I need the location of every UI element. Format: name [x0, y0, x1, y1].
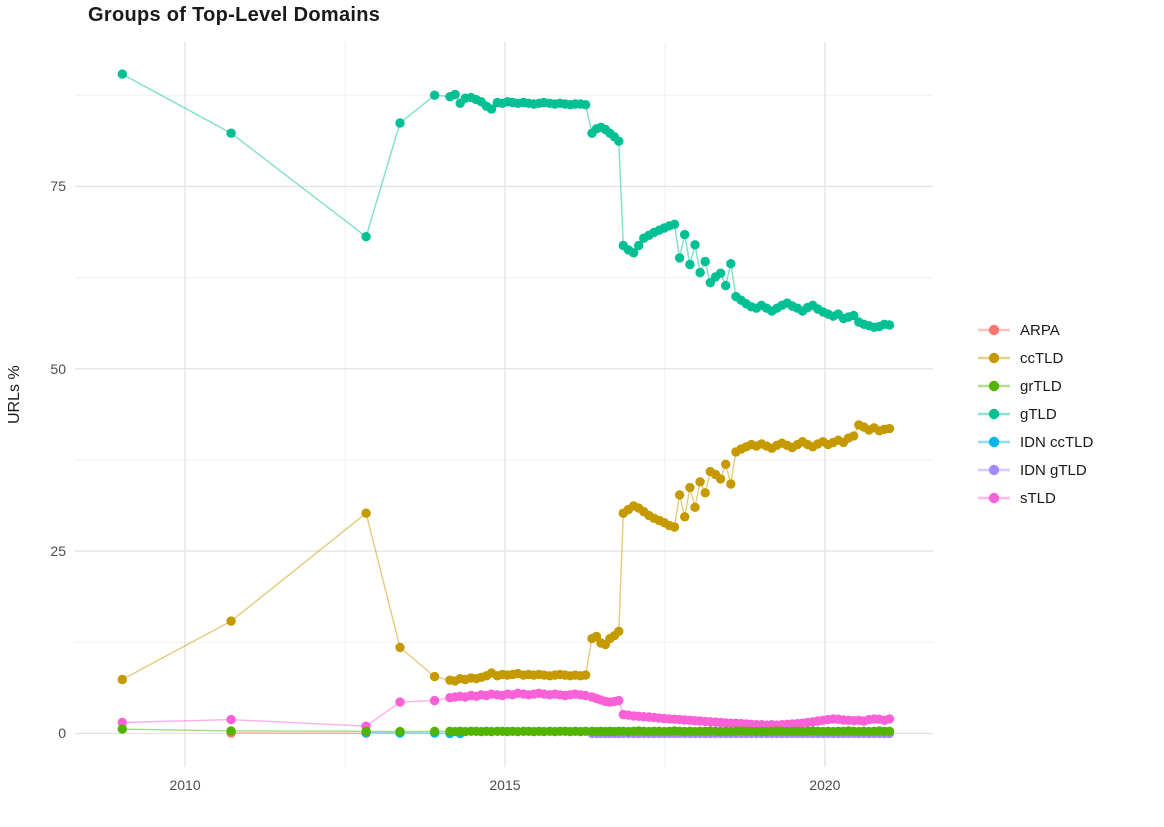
legend-key-icon	[978, 352, 1010, 364]
legend-item-arpa: ARPA	[977, 319, 1093, 341]
legend-label: ARPA	[1020, 321, 1060, 339]
legend-item-stld: sTLD	[977, 487, 1093, 509]
legend-label: ccTLD	[1020, 349, 1064, 367]
y-tick-label: 75	[50, 178, 66, 195]
grtld-points	[117, 724, 895, 737]
legend-key-icon	[978, 324, 1010, 336]
legend: ARPA ccTLD grTLD gTLD IDN ccTLD IDN gTLD sTLD	[977, 319, 1093, 509]
x-tick-label: 2020	[809, 777, 841, 793]
legend-key-icon	[978, 436, 1010, 448]
legend-label: sTLD	[1020, 489, 1056, 507]
y-tick-label: 25	[50, 543, 66, 560]
x-tick-label: 2010	[169, 777, 201, 793]
stld-points	[117, 688, 895, 731]
legend-label: IDN ccTLD	[1020, 433, 1094, 451]
legend-item-cctld: ccTLD	[977, 347, 1093, 369]
legend-item-grtld: grTLD	[977, 375, 1093, 397]
legend-item-gtld: gTLD	[977, 403, 1093, 425]
y-axis-title: URLs %	[6, 365, 23, 425]
chart-title: Groups of Top-Level Domains	[88, 4, 381, 26]
x-tick-label: 2015	[489, 777, 521, 793]
gtld-line	[121, 73, 890, 328]
legend-key-icon	[978, 492, 1010, 504]
legend-item-idn-cctld: IDN ccTLD	[977, 431, 1093, 453]
cctld-points	[117, 420, 895, 686]
legend-key-icon	[978, 464, 1010, 476]
legend-item-idn-gtld: IDN gTLD	[977, 459, 1093, 481]
y-tick-label: 0	[58, 725, 66, 742]
legend-key-icon	[978, 380, 1010, 392]
y-tick-label: 50	[50, 360, 66, 377]
legend-label: IDN gTLD	[1020, 461, 1087, 479]
gtld-points	[117, 69, 895, 332]
legend-label: gTLD	[1020, 405, 1057, 423]
legend-label: grTLD	[1020, 377, 1062, 395]
legend-key-icon	[978, 408, 1010, 420]
